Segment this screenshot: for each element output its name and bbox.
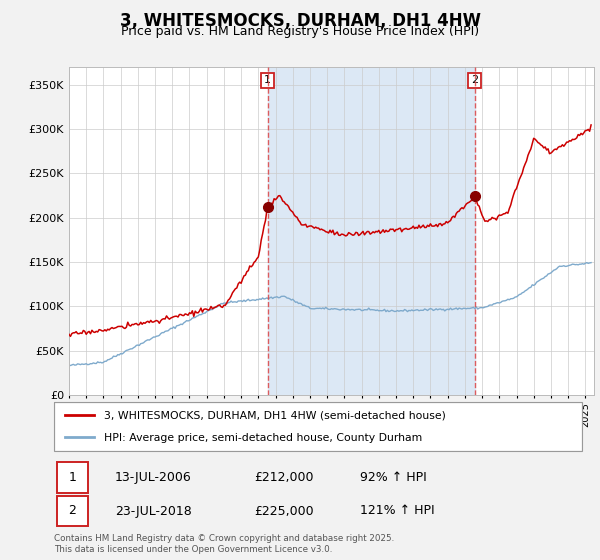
Bar	[268, 67, 475, 395]
FancyBboxPatch shape	[56, 496, 88, 526]
Text: 121% ↑ HPI: 121% ↑ HPI	[360, 505, 435, 517]
Text: 2: 2	[471, 76, 478, 85]
FancyBboxPatch shape	[56, 462, 88, 493]
Text: 2: 2	[68, 505, 76, 517]
Text: 1: 1	[264, 76, 271, 85]
Text: 3, WHITESMOCKS, DURHAM, DH1 4HW (semi-detached house): 3, WHITESMOCKS, DURHAM, DH1 4HW (semi-de…	[104, 411, 446, 421]
Text: 23-JUL-2018: 23-JUL-2018	[115, 505, 191, 517]
Text: 92% ↑ HPI: 92% ↑ HPI	[360, 471, 427, 484]
Text: Price paid vs. HM Land Registry's House Price Index (HPI): Price paid vs. HM Land Registry's House …	[121, 25, 479, 38]
Polygon shape	[54, 402, 582, 451]
Text: 1: 1	[68, 471, 76, 484]
Text: Contains HM Land Registry data © Crown copyright and database right 2025.
This d: Contains HM Land Registry data © Crown c…	[54, 534, 394, 554]
Text: £225,000: £225,000	[254, 505, 314, 517]
Text: HPI: Average price, semi-detached house, County Durham: HPI: Average price, semi-detached house,…	[104, 433, 422, 444]
Text: 13-JUL-2006: 13-JUL-2006	[115, 471, 191, 484]
Text: 3, WHITESMOCKS, DURHAM, DH1 4HW: 3, WHITESMOCKS, DURHAM, DH1 4HW	[119, 12, 481, 30]
Text: £212,000: £212,000	[254, 471, 314, 484]
